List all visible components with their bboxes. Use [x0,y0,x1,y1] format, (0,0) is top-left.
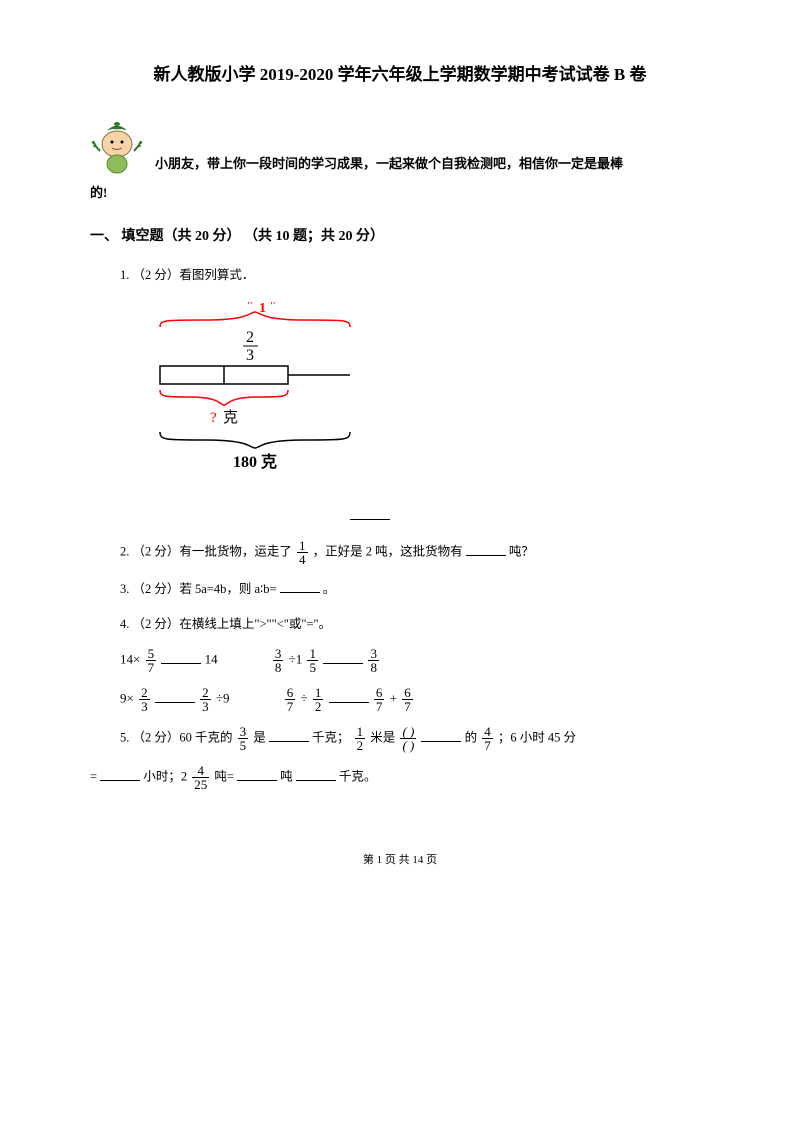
intro-text-2: 的! [90,181,710,204]
q3-text-pre: 3. （2 分）若 5a=4b，则 a∶b= [120,582,277,596]
intro-row: 小朋友，带上你一段时间的学习成果，一起来做个自我检测吧，相信你一定是最棒 [90,116,710,176]
diagram-q1: " 1 " 2 3 ? 克 180 克 [150,302,710,489]
q5-g: = [90,770,97,784]
page-footer: 第 1 页 共 14 页 [90,851,710,871]
mascot-icon [90,116,145,176]
svg-text:2: 2 [246,329,254,346]
q5-k: 千克。 [339,770,377,784]
exam-title: 新人教版小学 2019-2020 学年六年级上学期数学期中考试试卷 B 卷 [90,60,710,91]
q5-blank2[interactable] [421,729,461,742]
expr3-blank[interactable] [155,690,195,703]
q5-c: 千克； [312,731,350,745]
svg-text:": " [270,302,276,314]
expr2-frac1: 38 [273,647,284,674]
q2-text-post: ，正好是 2 吨，这批货物有 [313,545,463,559]
expr1-pre: 14× [120,652,144,667]
expr3-frac2: 23 [200,686,211,713]
q5-i: 吨= [214,770,234,784]
q5-blank5[interactable] [296,768,336,781]
expr2-mid: ÷1 [289,652,306,667]
expr3-post: ÷9 [216,691,230,706]
question-5-line2: = 小时；2 425 吨= 吨 千克。 [90,764,710,791]
expr3-pre: 9× [120,691,137,706]
expr4-frac2: 12 [313,686,324,713]
expr4-op1: ÷ [300,691,310,706]
expr1-post: 14 [205,652,218,667]
q5-blank3[interactable] [100,768,140,781]
q2-blank[interactable] [466,543,506,556]
q4-row-1: 14× 57 14 38 ÷1 15 38 [120,647,710,674]
q2-fraction: 14 [297,539,308,566]
expr2-frac2: 15 [307,647,318,674]
q5-frac4: 425 [192,764,209,791]
section-1-header: 一、 填空题（共 20 分） （共 10 题；共 20 分） [90,224,710,249]
expr2-frac3: 38 [368,647,379,674]
q5-frac1: 35 [238,725,249,752]
svg-text:180 克: 180 克 [233,452,277,471]
expr3-frac1: 23 [139,686,150,713]
intro-text-1: 小朋友，带上你一段时间的学习成果，一起来做个自我检测吧，相信你一定是最棒 [155,152,623,175]
q5-h: 小时；2 [143,770,190,784]
expr4-op2: + [390,691,401,706]
svg-text:?: ? [210,410,217,426]
expr4-frac3: 67 [374,686,385,713]
question-3: 3. （2 分）若 5a=4b，则 a∶b= 。 [120,578,710,601]
svg-text:克: 克 [223,409,238,426]
svg-text:": " [247,302,253,314]
q4-row-2: 9× 23 23 ÷9 67 ÷ 12 67 + 67 [120,686,710,713]
expr1-blank[interactable] [161,651,201,664]
question-1: 1. （2 分）看图列算式． [120,264,710,287]
q2-text-pre: 2. （2 分）有一批货物，运走了 [120,545,295,559]
q5-e: 的 [465,731,481,745]
q5-frac3: 47 [482,725,493,752]
question-5: 5. （2 分）60 千克的 35 是 千克； 12 米是 ( )( ) 的 4… [120,725,710,752]
q1-answer-blank[interactable] [350,507,390,520]
q5-blank4[interactable] [237,768,277,781]
q5-frac2: 12 [355,725,366,752]
svg-text:3: 3 [246,347,254,364]
q3-text-end: 。 [323,582,336,596]
q5-j: 吨 [280,770,293,784]
expr1-frac: 57 [146,647,157,674]
expr4-frac1: 67 [285,686,296,713]
expr4-blank[interactable] [329,690,369,703]
q3-blank[interactable] [280,580,320,593]
expr2-blank[interactable] [323,651,363,664]
q2-text-end: 吨？ [509,545,534,559]
q5-b: 是 [253,731,266,745]
q5-f: ；6 小时 45 分 [498,731,576,745]
question-2: 2. （2 分）有一批货物，运走了 14 ，正好是 2 吨，这批货物有 吨？ [120,539,710,566]
q5-a: 5. （2 分）60 千克的 [120,731,236,745]
expr4-frac4: 67 [402,686,413,713]
q5-paren-frac: ( )( ) [400,725,416,752]
q5-blank1[interactable] [269,729,309,742]
question-4: 4. （2 分）在横线上填上">""<"或"="。 [120,613,710,636]
q5-d: 米是 [370,731,398,745]
svg-text:1: 1 [259,302,266,316]
